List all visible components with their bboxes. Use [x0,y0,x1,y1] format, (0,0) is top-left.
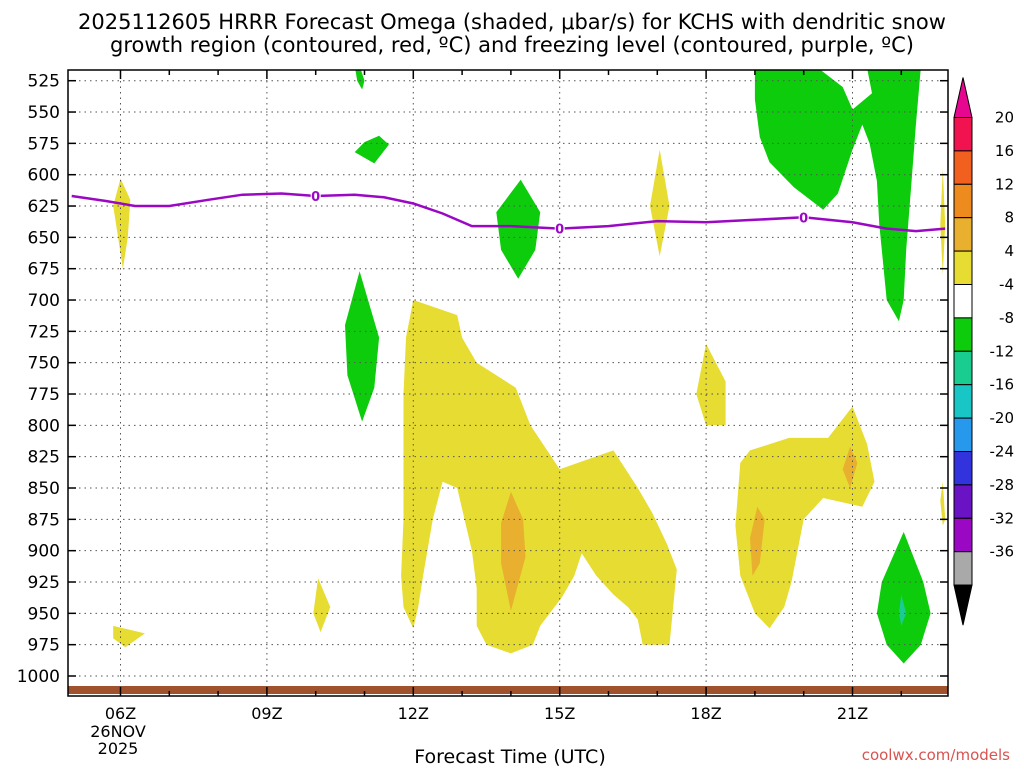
omega-region-14 [401,300,677,654]
chart-title-line1: 2025112605 HRRR Forecast Omega (shaded, … [78,10,946,34]
x-tick-label-12Z: 12Z [398,704,429,723]
colorbar-label-1: 16 [995,142,1014,160]
omega-region-4 [754,70,921,322]
omega-region-11 [696,343,726,426]
colorbar-swatch-2 [953,183,973,219]
y-tick-label-725: 725 [28,322,60,342]
colorbar-label-4: 4 [1004,242,1014,260]
omega-region-15 [735,406,875,629]
y-tick-label-600: 600 [28,166,60,186]
y-axis-ticks: 525 550 575 600 625 650 675 700 725 750 775 800 825 8… [17,72,948,687]
colorbar-label-13: -36 [990,543,1015,561]
colorbar-swatch-8 [953,384,973,419]
ground-surface-bar [68,686,948,694]
credit-link[interactable]: coolwx.com/models [862,746,1010,764]
colorbar-swatch-6 [953,317,973,352]
y-tick-label-650: 650 [28,228,60,248]
colorbar-label-11: -28 [990,476,1015,494]
colorbar-swatch-0 [953,117,973,152]
y-tick-label-850: 850 [28,479,60,499]
y-tick-label-900: 900 [28,542,60,562]
omega-region-1 [354,135,389,164]
colorbar-label-0: 20 [995,109,1014,127]
omega-region-2 [496,179,541,279]
freezing-level-layer: 0 0 0 [71,188,946,238]
colorbar-swatch-7 [953,350,973,386]
colorbar: 20 16 12 8 4 -4 -8 -12 -16 -20 -24 -28 -32 -36 [953,77,1015,626]
omega-region-7 [113,178,131,269]
colorbar-swatch-4 [953,250,973,286]
freezing-label-bg-10 [310,188,321,204]
omega-region-12 [940,168,946,275]
omega-region-5 [876,531,931,664]
freezing-level-label-10: 0 [311,190,320,205]
colorbar-label-2: 12 [995,175,1014,193]
colorbar-swatch-3 [953,217,973,252]
plot-frame [67,69,949,697]
colorbar-swatch-5 [953,284,973,319]
colorbar-label-8: -16 [990,376,1015,394]
omega-region-9 [313,578,331,633]
colorbar-label-7: -12 [990,342,1015,360]
omega-region-17 [750,506,765,576]
x-axis-label: Forecast Time (UTC) [414,746,605,768]
omega-region-18 [842,446,858,488]
freezing-level-line [71,192,946,233]
y-tick-label-800: 800 [28,416,60,436]
x-tick-label-09Z: 09Z [251,704,282,723]
y-tick-label-1000: 1000 [17,667,60,687]
x-tick-label-21Z: 21Z [837,704,868,723]
y-tick-label-975: 975 [28,636,60,656]
chart-title-line2: growth region (contoured, red, ºC) and f… [110,33,914,57]
y-tick-label-925: 925 [28,573,60,593]
grid-layer [68,70,948,696]
colorbar-top-arrow [953,77,973,118]
y-tick-label-825: 825 [28,448,60,468]
colorbar-label-12: -32 [990,509,1015,527]
y-tick-label-700: 700 [28,291,60,311]
date-label-day: 26NOV [90,722,146,741]
x-axis-ticks: 06Z 09Z 12Z 15Z 18Z 21Z [105,70,903,723]
omega-shading-layer [113,70,946,664]
colorbar-swatch-12 [953,517,973,553]
omega-region-8 [113,625,145,648]
y-tick-label-950: 950 [28,604,60,624]
freezing-level-label-20: 0 [799,211,808,226]
colorbar-label-3: 8 [1004,209,1014,227]
omega-region-13 [940,481,946,526]
freezing-label-bg-20 [798,209,809,225]
colorbar-label-10: -24 [990,443,1015,461]
colorbar-swatch-10 [953,451,973,486]
colorbar-bottom-arrow [953,584,973,626]
x-tick-label-06Z: 06Z [105,704,136,723]
y-tick-label-675: 675 [28,260,60,280]
colorbar-label-9: -20 [990,409,1015,427]
y-tick-label-575: 575 [28,134,60,154]
y-tick-label-875: 875 [28,510,60,530]
y-tick-label-750: 750 [28,354,60,374]
colorbar-swatch-13 [953,551,973,586]
colorbar-label-5: -4 [999,276,1014,294]
y-tick-label-775: 775 [28,385,60,405]
omega-region-6 [898,594,907,626]
y-tick-label-550: 550 [28,103,60,123]
colorbar-swatch-1 [953,150,973,185]
omega-region-0 [355,70,365,90]
y-tick-label-625: 625 [28,197,60,217]
colorbar-label-6: -8 [999,309,1014,327]
omega-region-3 [345,271,380,422]
omega-region-16 [501,491,526,611]
x-tick-label-15Z: 15Z [544,704,575,723]
omega-region-10 [650,149,670,257]
colorbar-swatch-11 [953,484,973,519]
y-tick-label-525: 525 [28,72,60,92]
x-tick-label-18Z: 18Z [690,704,721,723]
date-label-year: 2025 [98,739,139,758]
freezing-level-label-15: 0 [555,223,564,238]
freezing-label-bg-15 [554,220,565,236]
colorbar-swatch-9 [953,417,973,453]
